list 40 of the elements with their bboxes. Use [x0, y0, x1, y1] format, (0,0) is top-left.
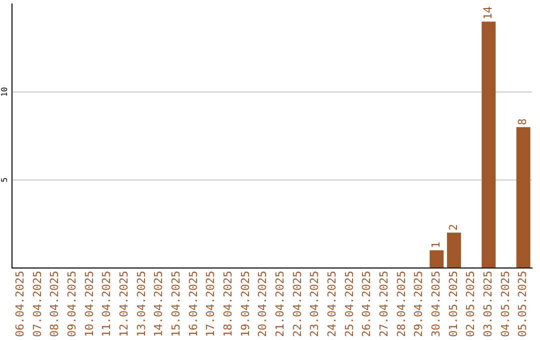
bar	[516, 127, 530, 268]
x-tick-label: 06.04.2025	[14, 270, 27, 338]
x-tick-label: 02.05.2025	[464, 270, 478, 338]
x-tick-label: 21.04.2025	[274, 270, 287, 338]
x-tick-label: 07.04.2025	[30, 270, 44, 338]
x-tick-label: 01.05.2025	[446, 270, 460, 338]
y-tick-label: 5	[0, 177, 10, 182]
x-tick-label: 18.04.2025	[222, 270, 235, 338]
x-tick-label: 28.04.2025	[394, 270, 408, 338]
x-tick-label: 30.04.2025	[430, 270, 443, 338]
data-label: 1	[430, 242, 443, 248]
x-tick-label: 24.04.2025	[326, 270, 339, 338]
x-tick-label: 20.04.2025	[256, 270, 270, 338]
bar	[447, 232, 461, 268]
x-tick-label: 23.04.2025	[308, 270, 322, 338]
x-tick-label: 19.04.2025	[238, 270, 252, 338]
x-tick-label: 25.04.2025	[342, 270, 356, 338]
x-tick-label: 10.04.2025	[82, 270, 96, 338]
x-tick-label: 15.04.2025	[170, 270, 183, 338]
x-tick-label: 08.04.2025	[48, 270, 62, 338]
x-tick-label: 27.04.2025	[378, 270, 391, 338]
bar	[430, 250, 444, 268]
x-tick-label: 03.05.2025	[482, 270, 495, 338]
data-label: 8	[516, 118, 530, 126]
x-tick-label: 11.04.2025	[100, 270, 114, 338]
x-tick-label: 09.04.2025	[66, 270, 79, 338]
x-tick-label: 04.05.2025	[498, 270, 512, 338]
bar	[482, 22, 496, 268]
x-tick-label: 12.04.2025	[118, 270, 131, 338]
x-tick-label: 05.05.2025	[516, 270, 530, 338]
x-tick-label: 22.04.2025	[290, 270, 304, 338]
x-tick-label: 17.04.2025	[204, 270, 218, 338]
x-tick-label: 14.04.2025	[152, 270, 166, 338]
x-tick-label: 16.04.2025	[186, 270, 200, 338]
x-tick-label: 29.04.2025	[412, 270, 426, 338]
y-tick-label: 10	[0, 86, 10, 97]
x-tick-label: 26.04.2025	[360, 270, 374, 338]
data-label: 14	[482, 6, 495, 20]
x-tick-label: 13.04.2025	[134, 270, 148, 338]
data-label: 2	[446, 224, 460, 231]
